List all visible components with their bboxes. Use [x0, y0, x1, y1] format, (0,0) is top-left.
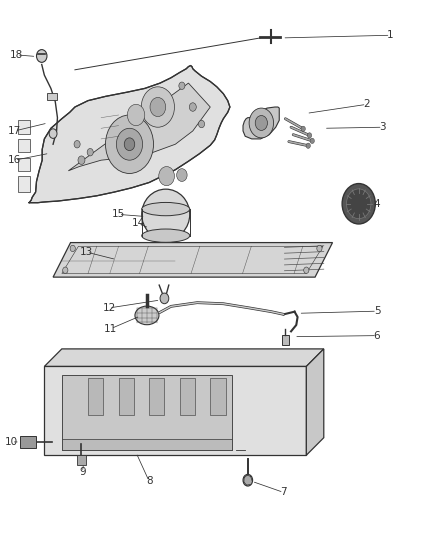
Circle shape — [70, 245, 75, 252]
Circle shape — [150, 98, 166, 117]
Ellipse shape — [135, 306, 159, 325]
Circle shape — [306, 143, 311, 148]
Polygon shape — [306, 349, 324, 455]
Circle shape — [255, 116, 268, 131]
Circle shape — [74, 141, 80, 148]
Polygon shape — [68, 83, 210, 171]
Text: 14: 14 — [131, 218, 145, 228]
Text: 7: 7 — [280, 488, 287, 497]
Text: 5: 5 — [374, 306, 380, 316]
Circle shape — [198, 120, 205, 128]
Polygon shape — [62, 439, 232, 450]
Circle shape — [346, 189, 371, 219]
FancyBboxPatch shape — [282, 335, 289, 345]
Circle shape — [87, 149, 93, 156]
Polygon shape — [149, 378, 164, 415]
Polygon shape — [53, 243, 332, 277]
Text: 2: 2 — [363, 99, 370, 109]
Circle shape — [307, 133, 312, 138]
Ellipse shape — [142, 229, 190, 243]
Circle shape — [106, 115, 153, 173]
Text: 8: 8 — [146, 477, 152, 486]
Ellipse shape — [142, 189, 190, 240]
Polygon shape — [119, 378, 134, 415]
Text: 4: 4 — [374, 199, 380, 209]
Text: 11: 11 — [104, 324, 117, 334]
Text: 13: 13 — [80, 247, 93, 257]
Circle shape — [177, 168, 187, 181]
Circle shape — [304, 267, 309, 273]
Polygon shape — [243, 107, 279, 139]
Text: 3: 3 — [379, 122, 386, 132]
Text: 6: 6 — [374, 330, 380, 341]
Circle shape — [160, 293, 169, 304]
Polygon shape — [180, 378, 195, 415]
Circle shape — [189, 103, 196, 111]
Circle shape — [78, 156, 85, 165]
Circle shape — [342, 183, 375, 224]
Polygon shape — [88, 378, 103, 415]
Polygon shape — [62, 375, 232, 450]
FancyBboxPatch shape — [18, 120, 30, 134]
FancyBboxPatch shape — [20, 435, 36, 448]
Polygon shape — [210, 378, 226, 415]
FancyBboxPatch shape — [18, 176, 30, 192]
Circle shape — [301, 126, 305, 132]
Text: 9: 9 — [79, 467, 86, 477]
FancyBboxPatch shape — [18, 158, 30, 171]
FancyBboxPatch shape — [77, 455, 86, 465]
Circle shape — [63, 267, 68, 273]
Text: 12: 12 — [102, 303, 116, 313]
FancyBboxPatch shape — [18, 139, 30, 152]
Text: 18: 18 — [10, 50, 24, 60]
Circle shape — [159, 166, 174, 185]
Circle shape — [127, 104, 145, 126]
Polygon shape — [44, 349, 324, 367]
Circle shape — [310, 138, 314, 143]
Polygon shape — [29, 66, 230, 203]
Text: 1: 1 — [387, 30, 394, 41]
Circle shape — [36, 50, 47, 62]
Text: 17: 17 — [8, 126, 21, 136]
FancyBboxPatch shape — [47, 93, 57, 100]
Circle shape — [124, 138, 135, 151]
Circle shape — [179, 82, 185, 90]
Circle shape — [249, 108, 274, 138]
Circle shape — [49, 129, 57, 139]
Polygon shape — [44, 367, 306, 455]
Text: 16: 16 — [8, 155, 21, 165]
Circle shape — [317, 245, 322, 252]
Circle shape — [141, 87, 174, 127]
Text: 10: 10 — [5, 437, 18, 447]
Ellipse shape — [142, 203, 190, 216]
Circle shape — [117, 128, 143, 160]
Circle shape — [243, 474, 253, 486]
Text: 15: 15 — [112, 209, 125, 220]
